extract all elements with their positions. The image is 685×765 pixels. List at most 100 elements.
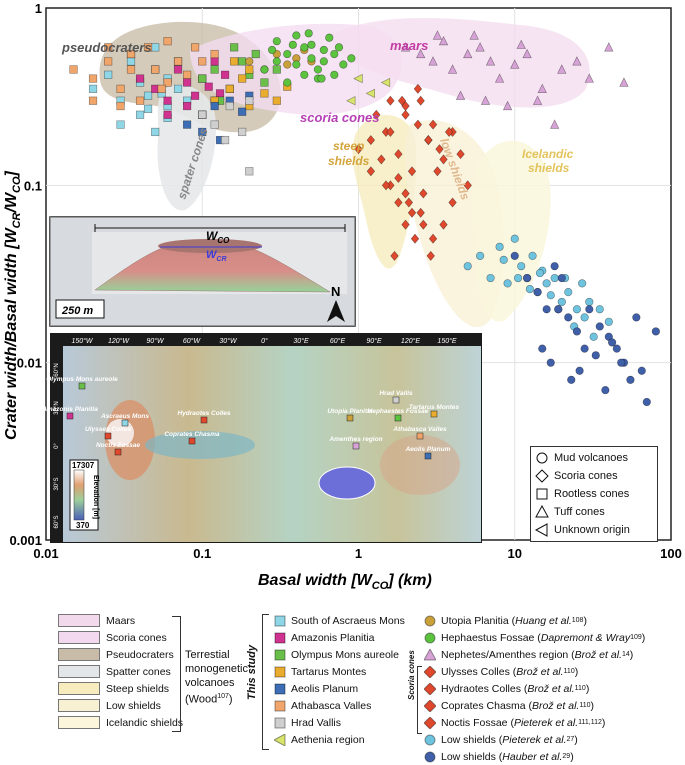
point-aeolis-planum <box>238 107 247 116</box>
x-tick-label: 10 <box>508 546 522 561</box>
point-noctis-fossae <box>394 172 403 184</box>
point-low-shields-hauber-et-al <box>626 375 635 384</box>
point-nephetes-amenthes-region <box>619 77 629 87</box>
map-place-label: Ascraeus Mons <box>100 413 149 420</box>
region-legend-item: Pseudocraters <box>58 646 183 663</box>
point-low-shields-hauber-et-al <box>612 344 621 353</box>
shape-legend-label: Scoria cones <box>554 470 618 482</box>
study-legend-label: Aeolis Planum <box>291 682 359 695</box>
point-nephetes-amenthes-region <box>532 95 543 105</box>
literature-legend-item: Noctis Fossae (Pieterek et al. 111,112) <box>424 714 645 731</box>
region-maars <box>330 17 590 108</box>
study-legend-label: Olympus Mons aureole <box>291 648 399 661</box>
point-amazonis-planitia <box>163 110 172 119</box>
point-hephaestus-fossae <box>292 60 301 69</box>
map-place-label: Athabasca Valles <box>392 426 447 433</box>
legend-marker-icon <box>424 615 436 626</box>
point-hrad-vallis <box>245 96 254 105</box>
shape-legend-item: Unknown origin <box>535 521 653 539</box>
point-noctis-fossae <box>407 207 417 218</box>
legend-marker-icon <box>424 716 436 729</box>
legend-marker-icon <box>274 615 286 626</box>
point-amazonis-planitia <box>191 91 200 100</box>
region-legend-item: Steep shields <box>58 680 183 697</box>
point-nephetes-amenthes-region <box>537 83 547 93</box>
map-place-label: Amenthes region <box>328 436 382 443</box>
literature-legend-text: Hauber et al. <box>502 750 563 763</box>
literature-legend-text: ) <box>583 614 587 627</box>
map-place-marker <box>346 414 354 422</box>
region-swatch <box>58 614 100 627</box>
shape-legend-item: Tuff cones <box>535 503 653 521</box>
point-noctis-fossae <box>401 188 410 199</box>
legend-marker-icon <box>274 632 286 643</box>
study-legend-label: Athabasca Valles <box>291 699 372 712</box>
point-hephaestus-fossae <box>260 65 269 74</box>
point-coprates-chasma <box>401 101 410 112</box>
point-south-of-ascraeus-mons <box>151 43 160 52</box>
map-lon-label: 30°W <box>219 337 238 345</box>
point-hephaestus-fossae <box>283 78 292 87</box>
point-coprates-chasma <box>435 144 444 155</box>
point-tartarus-montes <box>238 74 247 83</box>
point-hrad-vallis <box>220 135 230 145</box>
triangle-up-icon <box>535 505 549 519</box>
region-legend-label: Icelandic shields <box>106 716 184 729</box>
legend-marker-icon <box>274 700 286 711</box>
point-nephetes-amenthes-region <box>432 30 443 40</box>
point-nephetes-amenthes-region <box>494 73 505 83</box>
data-points <box>69 29 660 407</box>
point-low-shields-pieterek-et-al <box>595 305 604 314</box>
literature-legend-text: 111,112 <box>578 719 602 726</box>
study-legend-label: Aethenia region <box>291 733 365 746</box>
point-low-shields-hauber-et-al <box>637 366 646 375</box>
point-athabasca-valles <box>135 96 145 105</box>
legend-marker-icon <box>274 683 286 694</box>
literature-legend-text: Dapremont & Wray <box>540 631 631 644</box>
point-nephetes-amenthes-region <box>447 64 458 74</box>
study-legend-label: Amazonis Planitia <box>291 631 375 644</box>
literature-legend-text: Brož et al. <box>527 682 575 695</box>
point-low-shields-hauber-et-al <box>546 358 555 367</box>
point-low-shields-pieterek-et-al <box>525 284 534 294</box>
point-hydraotes-colles <box>428 233 438 244</box>
point-athabasca-valles <box>151 65 160 74</box>
point-south-of-ascraeus-mons <box>116 120 125 129</box>
map-lat-label: 0° <box>54 443 60 449</box>
map-lon-label: 90°W <box>146 337 165 345</box>
point-aethenia-region <box>353 73 363 84</box>
study-legend-item: Olympus Mons aureole <box>274 646 405 663</box>
scoria-label: Scoria cones <box>407 650 416 700</box>
point-hydraotes-colles <box>394 197 403 208</box>
point-nephetes-amenthes-region <box>416 48 426 59</box>
point-nephetes-amenthes-region <box>510 59 520 69</box>
literature-legend: Utopia Planitia (Huang et al. 108) Hephaes… <box>424 612 645 765</box>
point-hephaestus-fossae <box>300 70 309 79</box>
legend-marker-icon <box>274 649 286 660</box>
elev-max: 17307 <box>72 461 95 470</box>
point-amazonis-planitia <box>183 101 192 111</box>
map-places: Olympus Mons aureole Amazonis PlanitiaAsc… <box>41 376 460 460</box>
point-hydraotes-colles <box>381 180 391 191</box>
point-low-shields-hauber-et-al <box>557 273 566 283</box>
map-place-label: Hydraotes Colles <box>177 410 230 417</box>
y-tick-label: 0.01 <box>17 356 42 371</box>
point-low-shields-pieterek-et-al <box>486 273 495 283</box>
point-low-shields-hauber-et-al <box>601 386 610 395</box>
point-hephaestus-fossae <box>319 57 328 66</box>
shape-legend-item: Rootless cones <box>535 485 653 503</box>
point-low-shields-hauber-et-al <box>595 322 604 331</box>
y-tick-label: 0.001 <box>9 533 42 548</box>
point-low-shields-hauber-et-al <box>632 313 641 322</box>
point-coprates-chasma <box>372 109 381 120</box>
point-hydraotes-colles <box>366 166 376 177</box>
point-south-of-ascraeus-mons <box>135 110 145 119</box>
point-ulysses-colles <box>413 83 423 94</box>
region-swatch <box>58 682 100 695</box>
point-amazonis-planitia <box>173 65 183 74</box>
point-hrad-vallis <box>198 110 207 119</box>
legend-marker-icon <box>424 682 436 695</box>
point-aeolis-planum <box>198 127 207 137</box>
literature-legend-text: Pieterek et al. <box>513 716 579 729</box>
point-low-shields-hauber-et-al <box>533 287 542 297</box>
